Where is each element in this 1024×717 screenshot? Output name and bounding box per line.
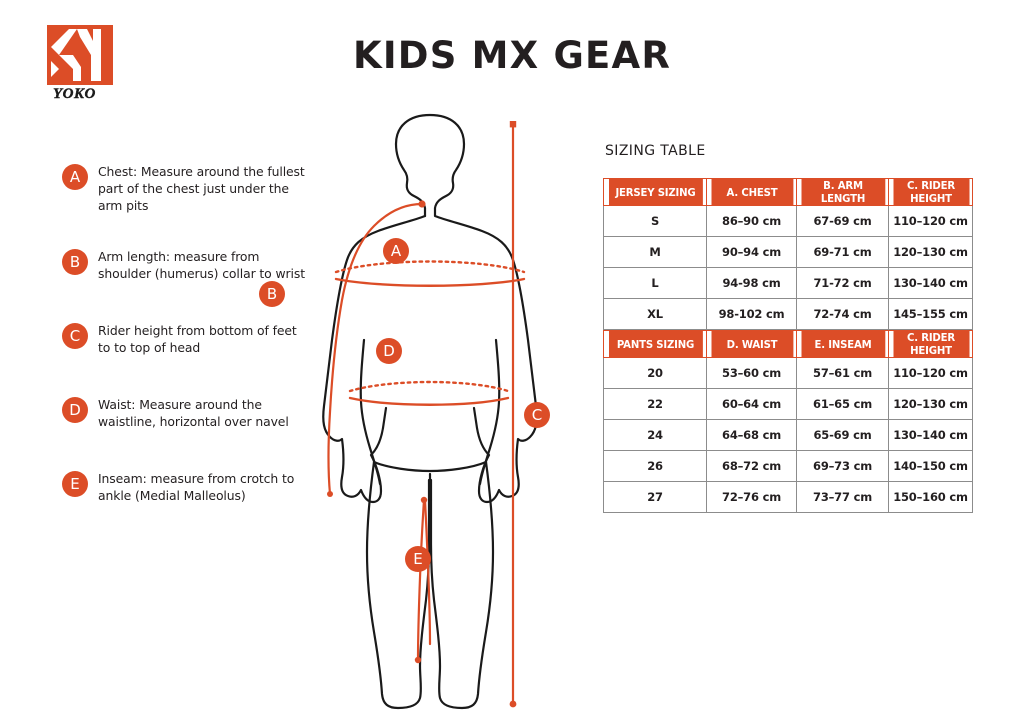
legend-text-e: Inseam: measure from crotch to ankle (Me… (98, 471, 295, 503)
figure-badge-e: E (405, 546, 431, 572)
cell: 72-74 cm (796, 298, 889, 330)
table-row: L 94-98 cm 71-72 cm 130–140 cm (603, 267, 973, 299)
cell: 71-72 cm (796, 267, 889, 299)
cell: 98-102 cm (706, 298, 797, 330)
cell: 120–130 cm (888, 236, 973, 268)
cell: 68–72 cm (706, 450, 797, 482)
cell: 120–130 cm (888, 388, 973, 420)
yoko-wordmark: YOKO (53, 86, 96, 102)
figure-badge-a: A (383, 238, 409, 264)
jersey-table-header-row: JERSEY SIZING A. CHEST B. ARM LENGTH C. … (604, 178, 973, 206)
measurement-legend: A Chest: Measure around the fullest part… (62, 163, 307, 544)
chest-measure-line (334, 260, 526, 287)
legend-item-b: B Arm length: measure from shoulder (hum… (62, 248, 307, 288)
pants-header-size: PANTS SIZING (607, 330, 703, 358)
table-row: XL 98-102 cm 72-74 cm 145–155 cm (603, 298, 973, 330)
cell: S (603, 205, 707, 237)
legend-badge-e: E (62, 471, 88, 497)
sizing-tables: JERSEY SIZING A. CHEST B. ARM LENGTH C. … (603, 178, 973, 513)
legend-badge-a: A (62, 164, 88, 190)
legend-item-d: D Waist: Measure around the waistline, h… (62, 396, 307, 436)
cell: 20 (603, 357, 707, 389)
table-row: M 90–94 cm 69-71 cm 120–130 cm (603, 236, 973, 268)
cell: 145–155 cm (888, 298, 973, 330)
legend-text-c: Rider height from bottom of feet to to t… (98, 323, 297, 355)
cell: 110–120 cm (888, 205, 973, 237)
cell: 110–120 cm (888, 357, 973, 389)
rider-height-measure-line (509, 121, 517, 708)
table-row: 26 68–72 cm 69–73 cm 140–150 cm (603, 450, 973, 482)
table-row: S 86–90 cm 67-69 cm 110–120 cm (603, 205, 973, 237)
cell: 61–65 cm (796, 388, 889, 420)
cell: 69-71 cm (796, 236, 889, 268)
cell: 130–140 cm (888, 419, 973, 451)
cell: 69–73 cm (796, 450, 889, 482)
cell: 22 (603, 388, 707, 420)
cell: 65-69 cm (796, 419, 889, 451)
table-row: 22 60–64 cm 61–65 cm 120–130 cm (603, 388, 973, 420)
legend-text-a: Chest: Measure around the fullest part o… (98, 164, 305, 213)
figure-badge-d: D (376, 338, 402, 364)
table-row: 24 64–68 cm 65-69 cm 130–140 cm (603, 419, 973, 451)
body-figure-diagram (322, 113, 538, 710)
pants-header-inseam: E. INSEAM (799, 330, 886, 358)
legend-item-a: A Chest: Measure around the fullest part… (62, 163, 307, 214)
cell: M (603, 236, 707, 268)
cell: 130–140 cm (888, 267, 973, 299)
yoko-logo: YOKO (47, 25, 113, 105)
legend-badge-c: C (62, 323, 88, 349)
table-row: 27 72–76 cm 73–77 cm 150–160 cm (603, 481, 973, 513)
cell: 26 (603, 450, 707, 482)
jersey-header-height: C. RIDER HEIGHT (891, 178, 970, 206)
pants-header-waist: D. WAIST (709, 330, 794, 358)
cell: 64–68 cm (706, 419, 797, 451)
jersey-header-chest: A. CHEST (709, 178, 794, 206)
cell: 53–60 cm (706, 357, 797, 389)
sizing-table-label: SIZING TABLE (605, 143, 706, 159)
jersey-header-size: JERSEY SIZING (607, 178, 703, 206)
jersey-header-arm: B. ARM LENGTH (799, 178, 886, 206)
cell: 90–94 cm (706, 236, 797, 268)
yoko-logo-mark (47, 25, 113, 85)
waist-measure-line (348, 380, 510, 406)
legend-text-b: Arm length: measure from shoulder (humer… (98, 249, 305, 281)
cell: XL (603, 298, 707, 330)
legend-item-c: C Rider height from bottom of feet to to… (62, 322, 307, 362)
inseam-measure-line (414, 496, 432, 664)
pants-header-height: C. RIDER HEIGHT (891, 330, 970, 358)
cell: 86–90 cm (706, 205, 797, 237)
figure-badge-c: C (524, 402, 550, 428)
cell: 60–64 cm (706, 388, 797, 420)
cell: 67-69 cm (796, 205, 889, 237)
cell: L (603, 267, 707, 299)
cell: 73–77 cm (796, 481, 889, 513)
legend-item-e: E Inseam: measure from crotch to ankle (… (62, 470, 307, 510)
pants-sizing-table: PANTS SIZING D. WAIST E. INSEAM C. RIDER… (603, 330, 973, 513)
arm-length-measure-line (327, 200, 426, 497)
page-title: KIDS MX GEAR (352, 34, 672, 77)
jersey-sizing-table: JERSEY SIZING A. CHEST B. ARM LENGTH C. … (603, 178, 973, 330)
figure-badge-b: B (259, 281, 285, 307)
cell: 27 (603, 481, 707, 513)
cell: 57–61 cm (796, 357, 889, 389)
legend-text-d: Waist: Measure around the waistline, hor… (98, 397, 289, 429)
cell: 94-98 cm (706, 267, 797, 299)
body-outline-icon (322, 113, 538, 710)
pants-table-header-row: PANTS SIZING D. WAIST E. INSEAM C. RIDER… (604, 330, 973, 358)
legend-badge-d: D (62, 397, 88, 423)
table-row: 20 53–60 cm 57–61 cm 110–120 cm (603, 357, 973, 389)
cell: 72–76 cm (706, 481, 797, 513)
cell: 150–160 cm (888, 481, 973, 513)
legend-badge-b: B (62, 249, 88, 275)
cell: 140–150 cm (888, 450, 973, 482)
cell: 24 (603, 419, 707, 451)
